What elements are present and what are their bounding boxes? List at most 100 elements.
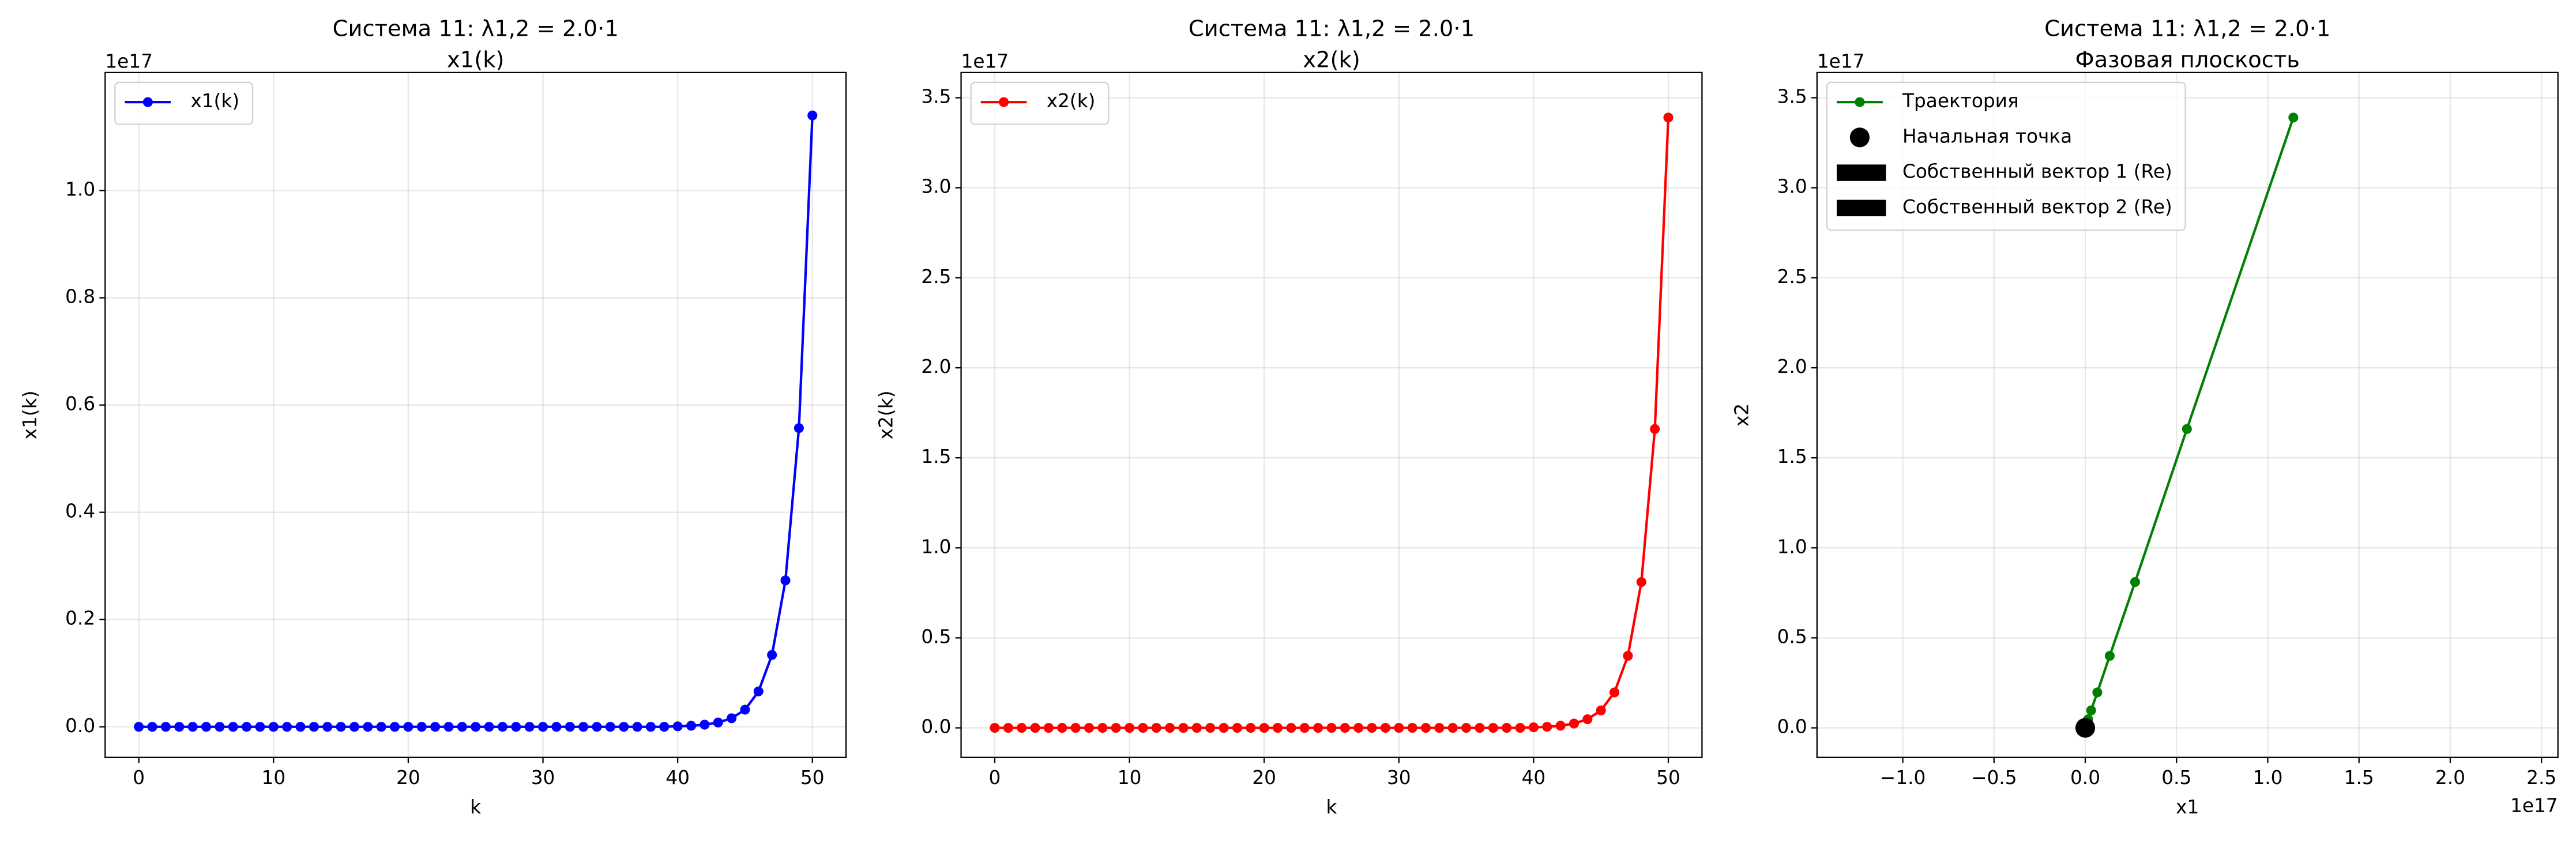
x-tick-label: 0.0 (2070, 767, 2100, 789)
data-point (767, 650, 777, 660)
data-point (1219, 723, 1229, 733)
data-point (1273, 723, 1283, 733)
data-point (1623, 651, 1633, 661)
data-point (2086, 705, 2096, 715)
data-point (1420, 723, 1431, 733)
x-tick-label: 10 (261, 767, 285, 789)
legend: x2(k) (970, 81, 1110, 125)
data-point (1475, 723, 1485, 733)
y-offset-text: 1e17 (961, 51, 1009, 73)
data-point (363, 722, 373, 732)
data-point (1299, 723, 1310, 733)
data-point (1138, 723, 1148, 733)
x-tick-label: 50 (800, 767, 825, 789)
data-point (1125, 723, 1135, 733)
subplot: Система 11: λ1,2 = 2.0·1 x1(k) 0 10 20 30 40 50… (19, 16, 847, 818)
data-point (1326, 723, 1337, 733)
data-point (201, 722, 212, 732)
data-point (1043, 723, 1054, 733)
series-line (138, 115, 814, 728)
x-tick-label: 40 (665, 767, 690, 789)
data-point (1596, 705, 1606, 715)
data-point (578, 722, 589, 732)
data-point (1542, 722, 1552, 732)
y-axis-label: x2(k) (875, 390, 897, 439)
x-tick-label: 0.5 (2161, 767, 2191, 789)
data-point (349, 722, 360, 732)
data-point (740, 704, 750, 715)
data-point (1663, 112, 1674, 123)
data-point (471, 722, 481, 732)
x-tick-label: 40 (1522, 767, 1546, 789)
legend-swatch (1855, 97, 1865, 107)
data-point (672, 721, 683, 732)
data-point (1030, 723, 1040, 733)
y-tick-label: 0.0 (65, 715, 95, 737)
x-tick-label: −0.5 (1971, 767, 2017, 789)
axes-frame (104, 71, 847, 758)
chart-subtitle: x1(k) (447, 47, 504, 73)
data-point (659, 722, 670, 732)
data-point (134, 722, 144, 732)
data-point (700, 719, 710, 730)
data-point (1246, 723, 1256, 733)
data-point (282, 722, 292, 732)
chart-title: Система 11: λ1,2 = 2.0·1 (2044, 16, 2330, 42)
data-point (2130, 577, 2140, 587)
data-point (565, 722, 575, 732)
x-tick-label: 20 (396, 767, 420, 789)
data-point (780, 575, 791, 586)
data-point (1380, 723, 1390, 733)
data-point (1205, 723, 1216, 733)
data-point (1003, 723, 1013, 733)
y-tick-label: 2.5 (921, 266, 951, 288)
y-tick-label: 2.0 (921, 356, 951, 378)
legend-swatch (142, 97, 153, 107)
data-point (632, 722, 642, 732)
axes-frame (960, 71, 1703, 758)
x-axis-label: x1 (2176, 796, 2199, 818)
data-point (1367, 723, 1377, 733)
y-tick-label: 0.5 (921, 625, 951, 647)
data-point (160, 722, 171, 732)
x-offset-text: 1e17 (2510, 794, 2558, 816)
data-point (1259, 723, 1269, 733)
x-axis-label: k (1326, 796, 1337, 818)
legend-box (114, 81, 254, 125)
data-point (1582, 714, 1593, 725)
data-point (1434, 723, 1445, 733)
y-tick-label: 2.5 (1777, 266, 1807, 288)
subplot: Система 11: λ1,2 = 2.0·1 Фазовая плоскост… (1731, 16, 2559, 818)
y-tick-label: 2.0 (1777, 356, 1807, 378)
subplot: Система 11: λ1,2 = 2.0·1 x2(k) 0 10 20 30 40 50… (875, 16, 1703, 818)
start-point (2075, 718, 2096, 738)
data-point (228, 722, 238, 732)
x-tick-label: 2.0 (2435, 767, 2465, 789)
data-point (322, 722, 333, 732)
data-point (187, 722, 198, 732)
data-point (1178, 723, 1189, 733)
data-point (551, 722, 562, 732)
y-tick-label: 0.8 (65, 286, 95, 308)
legend: x1(k) (114, 81, 254, 125)
data-point (1313, 723, 1323, 733)
y-axis-label: x1(k) (19, 390, 41, 439)
x-tick-label: 30 (531, 767, 555, 789)
data-point (2104, 651, 2115, 661)
y-axis-label: x2 (1731, 404, 1753, 427)
y-tick-label: 0.0 (1777, 716, 1807, 738)
chart-title: Система 11: λ1,2 = 2.0·1 (1189, 16, 1475, 42)
data-point (686, 721, 697, 731)
data-point (619, 722, 629, 732)
x-tick-label: 10 (1118, 767, 1142, 789)
legend-box (1826, 81, 2186, 231)
data-point (1502, 723, 1512, 733)
y-tick-label: 3.0 (921, 176, 951, 198)
x-tick-label: 0 (133, 767, 145, 789)
data-point (174, 722, 185, 732)
data-point (592, 722, 602, 732)
data-point (1447, 723, 1458, 733)
data-point (1650, 424, 1660, 434)
legend-label: x2(k) (1047, 90, 1096, 112)
data-point (416, 722, 427, 732)
